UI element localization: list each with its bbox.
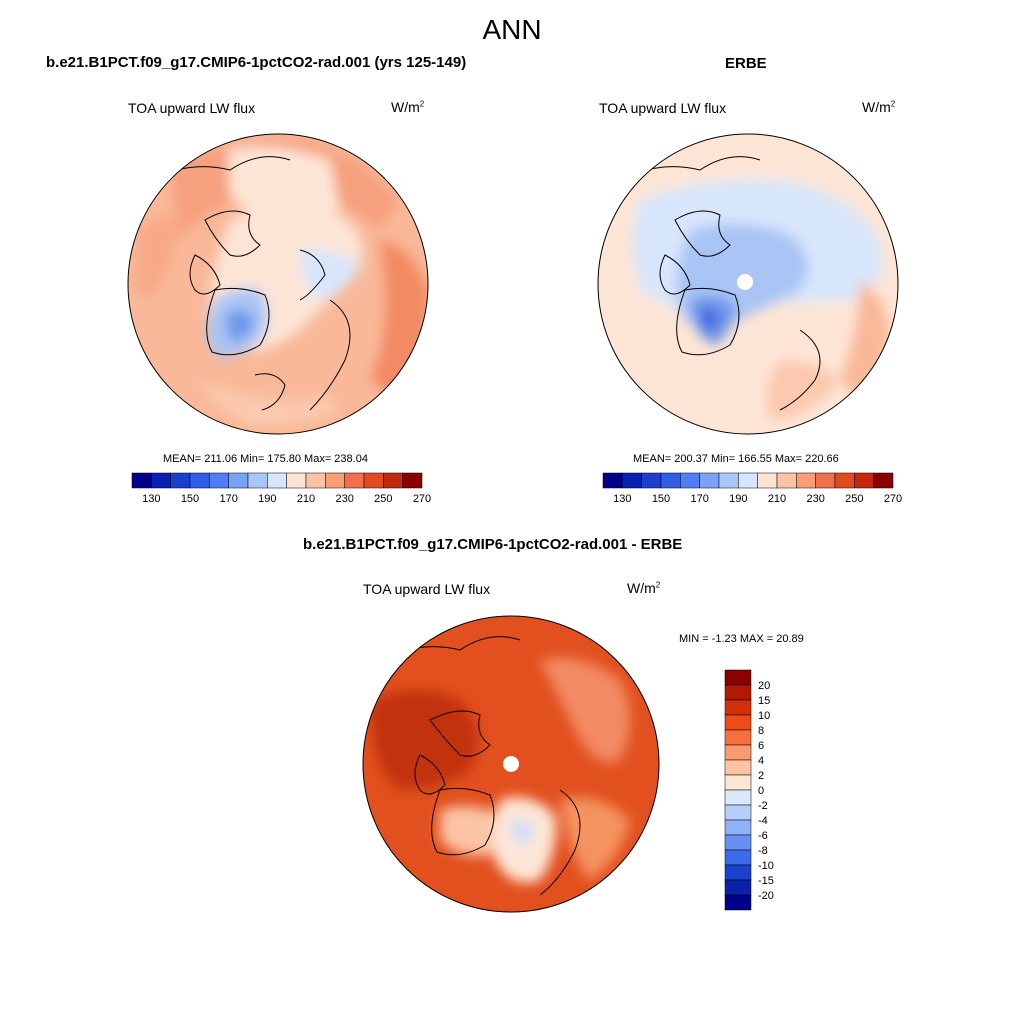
colorbar-swatch (724, 834, 752, 851)
colorbar-swatch (402, 472, 423, 489)
figure-title: ANN (482, 14, 542, 45)
units-label-diff: W/m2 (627, 580, 661, 596)
colorbar-swatch (325, 472, 345, 489)
colorbar-swatch (724, 819, 752, 836)
colorbar-swatch (724, 864, 752, 881)
map-model (127, 133, 429, 435)
variable-label-model: TOA upward LW flux (128, 100, 256, 116)
map-obs (597, 133, 899, 435)
colorbar-model: 130 150 170 190 210 230 250 270 (131, 472, 431, 505)
units-label-model: W/m2 (391, 99, 425, 115)
colorbar-swatch (344, 472, 365, 489)
colorbar-swatch (873, 472, 894, 489)
colorbar-swatch (738, 472, 758, 489)
colorbar-swatch (228, 472, 249, 489)
panel-title-obs: ERBE (725, 55, 767, 72)
colorbar-swatch (718, 472, 739, 489)
colorbar-swatch (724, 714, 752, 731)
colorbar-swatch (131, 472, 152, 489)
colorbar-tick-label: -8 (758, 845, 768, 857)
colorbar-tick-label: -4 (758, 815, 768, 827)
colorbar-swatch (724, 699, 752, 716)
colorbar-swatch (724, 759, 752, 776)
colorbar-tick-label: 6 (758, 740, 764, 752)
units-label-obs: W/m2 (862, 99, 896, 115)
colorbar-swatch (622, 472, 642, 489)
colorbar-swatch (699, 472, 720, 489)
colorbar-swatch (660, 472, 681, 489)
stats-obs: MEAN= 200.37 Min= 166.55 Max= 220.66 (633, 453, 839, 465)
colorbar-tick-label: 130 (142, 493, 160, 505)
colorbar-tick-label: 250 (845, 493, 863, 505)
colorbar-swatch (834, 472, 855, 489)
colorbar-tick-label: 210 (297, 493, 315, 505)
variable-label-diff: TOA upward LW flux (363, 581, 491, 597)
colorbar-swatch (724, 804, 752, 821)
colorbar-tick-label: 190 (258, 493, 276, 505)
colorbar-swatch (305, 472, 326, 489)
colorbar-swatch (776, 472, 797, 489)
colorbar-tick-label: 170 (219, 493, 237, 505)
colorbar-tick-label: 4 (758, 755, 764, 767)
colorbar-swatch (724, 894, 752, 911)
colorbar-swatch (602, 472, 623, 489)
colorbar-tick-label: 20 (758, 680, 770, 692)
colorbar-swatch (724, 774, 752, 791)
colorbar-tick-label: 230 (806, 493, 824, 505)
colorbar-tick-label: 270 (413, 493, 431, 505)
colorbar-swatch (724, 849, 752, 866)
colorbar-tick-label: -15 (758, 875, 774, 887)
colorbar-tick-label: -20 (758, 890, 774, 902)
panel-title-diff: b.e21.B1PCT.f09_g17.CMIP6-1pctCO2-rad.00… (303, 536, 683, 553)
colorbar-tick-label: 210 (768, 493, 786, 505)
colorbar-tick-label: -6 (758, 830, 768, 842)
colorbar-swatch (724, 744, 752, 761)
colorbar-swatch (641, 472, 662, 489)
colorbar-tick-label: 190 (729, 493, 747, 505)
colorbar-swatch (724, 729, 752, 746)
colorbar-swatch (796, 472, 816, 489)
colorbar-swatch (189, 472, 210, 489)
colorbar-swatch (680, 472, 700, 489)
colorbar-swatch (724, 789, 752, 806)
colorbar-swatch (815, 472, 836, 489)
colorbar-swatch (363, 472, 384, 489)
colorbar-tick-label: 170 (690, 493, 708, 505)
colorbar-swatch (383, 472, 403, 489)
stats-diff: MIN = -1.23 MAX = 20.89 (679, 633, 804, 645)
colorbar-swatch (151, 472, 171, 489)
colorbar-swatch (854, 472, 874, 489)
colorbar-tick-label: 150 (181, 493, 199, 505)
colorbar-swatch (170, 472, 191, 489)
variable-label-obs: TOA upward LW flux (599, 100, 727, 116)
colorbar-swatch (286, 472, 307, 489)
colorbar-tick-label: 8 (758, 725, 764, 737)
colorbar-tick-label: 150 (652, 493, 670, 505)
map-diff (362, 615, 660, 913)
colorbar-tick-label: 15 (758, 695, 770, 707)
colorbar-swatch (724, 669, 752, 686)
colorbar-swatch (724, 684, 752, 701)
colorbar-swatch (724, 879, 752, 896)
colorbar-tick-label: 10 (758, 710, 770, 722)
colorbar-tick-label: -10 (758, 860, 774, 872)
panel-title-model: b.e21.B1PCT.f09_g17.CMIP6-1pctCO2-rad.00… (46, 54, 467, 71)
colorbar-tick-label: 250 (374, 493, 392, 505)
colorbar-tick-label: 130 (613, 493, 631, 505)
colorbar-tick-label: -2 (758, 800, 768, 812)
colorbar-swatch (247, 472, 268, 489)
colorbar-tick-label: 2 (758, 770, 764, 782)
colorbar-obs: 130 150 170 190 210 230 250 270 (602, 472, 902, 505)
colorbar-tick-label: 0 (758, 785, 764, 797)
colorbar-swatch (209, 472, 229, 489)
colorbar-tick-label: 270 (884, 493, 902, 505)
colorbar-tick-label: 230 (335, 493, 353, 505)
colorbar-swatch (267, 472, 287, 489)
stats-model: MEAN= 211.06 Min= 175.80 Max= 238.04 (163, 453, 368, 465)
colorbar-swatch (757, 472, 778, 489)
